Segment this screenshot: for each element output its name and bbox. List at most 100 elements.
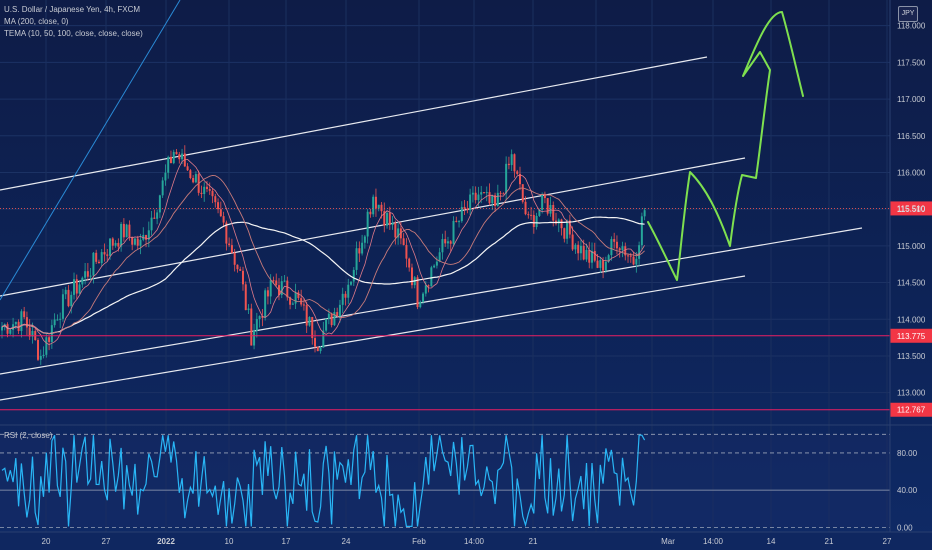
forecast-drawing: [647, 11, 804, 281]
candle-body: [186, 166, 189, 171]
candle-body: [408, 258, 411, 268]
candle-body: [17, 321, 20, 331]
price-tick-label: 115.000: [897, 242, 926, 251]
candle-body: [615, 241, 618, 249]
candle-body: [410, 267, 413, 286]
candle-body: [574, 244, 577, 250]
candle-body: [314, 338, 317, 347]
candle-body: [255, 319, 258, 331]
candle-body: [480, 192, 483, 195]
candle-body: [25, 317, 28, 328]
price-level-label: 113.775: [897, 332, 926, 341]
candle-body: [477, 194, 480, 201]
rsi-pane: 0.00 40.00 80.00: [0, 424, 932, 532]
candle-body: [363, 236, 366, 243]
candle-body: [89, 275, 92, 277]
price-tick-label: 115.500: [897, 205, 926, 214]
candle-body: [621, 246, 624, 251]
candle-body: [577, 244, 580, 254]
candle-body: [469, 194, 472, 211]
price-axis[interactable]: 113.000 113.500 114.000 114.500 115.000 115.5…: [889, 0, 926, 532]
candle-body: [59, 318, 62, 320]
channel-line: [0, 275, 746, 401]
candle-body: [158, 195, 161, 213]
candle-body: [327, 313, 330, 319]
candle-body: [640, 216, 643, 246]
candle-body: [350, 281, 353, 285]
candle-body: [521, 184, 524, 202]
candle-body: [20, 311, 23, 331]
last-price-label: 115.510: [897, 204, 926, 213]
candle-body: [466, 208, 469, 211]
candle-body: [471, 192, 474, 195]
price-level-tag: [890, 328, 932, 343]
candle-body: [305, 305, 308, 326]
candle-body: [488, 192, 491, 204]
candle-body: [482, 192, 485, 194]
candle-body: [438, 252, 441, 262]
candle-body: [632, 256, 635, 265]
price-level-label: 112.767: [897, 406, 926, 415]
candle-body: [280, 281, 283, 296]
candle-body: [261, 316, 264, 318]
candle-body: [117, 242, 120, 247]
candle-body: [286, 280, 289, 298]
time-tick-label: 27: [883, 537, 892, 546]
candle-body: [374, 196, 377, 209]
price-tick-label: 116.000: [897, 168, 926, 177]
candle-body: [14, 321, 17, 325]
candle-body: [419, 301, 422, 308]
candle-body: [239, 269, 242, 271]
candle-body: [1, 326, 3, 331]
candle-body: [444, 239, 447, 244]
candle-body: [344, 293, 347, 298]
candle-body: [402, 238, 405, 246]
candle-body: [593, 250, 596, 261]
candle-body: [222, 216, 225, 223]
candle-body: [28, 327, 31, 337]
price-tick-label: 117.500: [897, 58, 926, 67]
currency-badge[interactable]: JPY: [898, 6, 918, 22]
candle-body: [289, 297, 292, 305]
candle-body: [153, 217, 156, 219]
time-tick-label: 21: [825, 537, 834, 546]
candle-body: [557, 219, 560, 224]
candle-body: [264, 290, 267, 318]
candle-body: [161, 180, 164, 196]
trend-channels: [0, 0, 863, 401]
candle-body: [92, 252, 95, 276]
candle-body: [230, 245, 233, 253]
candle-body: [200, 192, 203, 195]
time-tick-label: 21: [529, 537, 538, 546]
candle-body: [496, 192, 499, 206]
candle-body: [505, 163, 508, 194]
candle-body: [236, 264, 239, 270]
price-tick-label: 114.500: [897, 279, 926, 288]
candle-body: [571, 234, 574, 250]
candle-body: [244, 284, 247, 311]
candle-body: [463, 206, 466, 209]
candle-body: [627, 255, 630, 257]
candle-body: [510, 154, 513, 166]
candle-body: [178, 154, 181, 160]
rsi-tick-label: 0.00: [897, 523, 913, 532]
time-axis[interactable]: 20 27 2022 10 17 24 Feb 14:00 21 Mar 14:00 14 21 27: [0, 531, 932, 550]
candle-body: [441, 239, 444, 253]
candle-body: [81, 277, 84, 285]
candle-body: [643, 210, 646, 217]
candle-body: [635, 258, 638, 265]
candle-body: [95, 252, 98, 262]
candle-body: [485, 192, 488, 194]
candle-body: [37, 340, 40, 360]
candle-body: [591, 250, 594, 263]
grid-lines: [0, 0, 890, 532]
candle-body: [607, 255, 610, 262]
time-tick-label: 14: [767, 537, 776, 546]
candle-body: [433, 265, 436, 268]
rsi-band: [0, 434, 890, 528]
candle-body: [377, 204, 380, 209]
candle-body: [316, 346, 319, 352]
candle-body: [546, 198, 549, 214]
candle-body: [175, 151, 178, 155]
